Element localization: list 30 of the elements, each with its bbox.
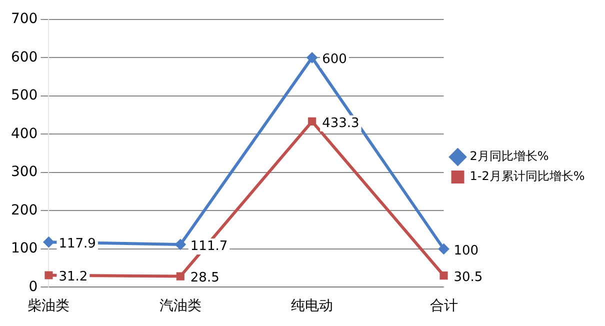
legend-label: 1-2月累计同比增长%	[470, 169, 585, 184]
x-tick-label: 纯电动	[291, 298, 334, 314]
y-tick-label: 300	[10, 164, 38, 180]
point	[176, 272, 184, 280]
x-tick-label: 合计	[430, 298, 458, 314]
data-label: 28.5	[190, 270, 220, 286]
y-tick-label: 100	[10, 240, 38, 257]
point	[306, 52, 318, 64]
y-tick-label: 600	[10, 49, 38, 66]
data-label: 117.9	[58, 236, 96, 252]
legend-label: 2月同比增长%	[470, 149, 549, 164]
y-tick-label: 200	[10, 202, 38, 218]
y-tick-label: 700	[10, 11, 38, 28]
data-label: 433.3	[322, 116, 360, 131]
point	[308, 117, 316, 126]
y-tick-label: 400	[10, 126, 38, 142]
data-label: 100	[454, 243, 479, 258]
point	[440, 271, 448, 280]
data-label: 31.2	[58, 270, 88, 285]
x-tick-label: 柴油类	[28, 298, 70, 314]
data-label: 30.5	[454, 270, 483, 285]
x-tick-label: 汽油类	[159, 298, 202, 314]
point	[438, 243, 450, 254]
point	[174, 238, 186, 250]
data-label: 600	[322, 52, 347, 68]
point	[43, 236, 54, 248]
point	[44, 271, 53, 280]
data-label: 111.7	[190, 238, 228, 254]
y-tick-label: 500	[10, 88, 38, 104]
y-tick-label: 0	[28, 278, 38, 295]
